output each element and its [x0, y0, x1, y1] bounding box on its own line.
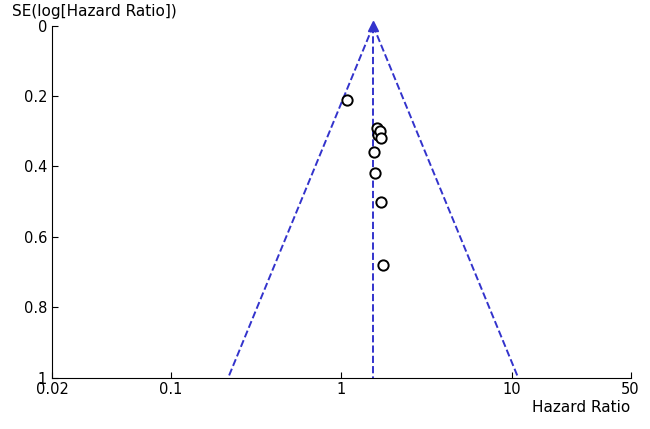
Point [342, 96, 352, 103]
Text: SE(log[Hazard Ratio]): SE(log[Hazard Ratio]) [12, 4, 176, 19]
Point [370, 170, 380, 177]
Point [369, 149, 379, 156]
Point [372, 124, 382, 131]
Point [374, 128, 385, 135]
Point [376, 135, 387, 142]
Text: Hazard Ratio: Hazard Ratio [532, 400, 630, 415]
Point [378, 262, 388, 269]
Point [373, 131, 384, 138]
Point [376, 198, 387, 205]
